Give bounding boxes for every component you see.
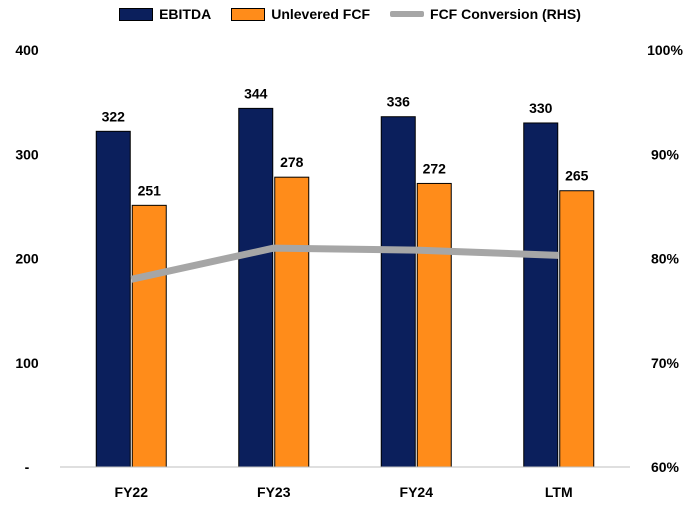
data-label-ebitda: 344 (244, 85, 268, 101)
chart-legend: EBITDA Unlevered FCF FCF Conversion (RHS… (0, 6, 700, 22)
x-tick-label: LTM (545, 484, 573, 500)
legend-label-ebitda: EBITDA (159, 6, 212, 22)
bar-ebitda (380, 116, 416, 468)
bar-unlevered-fcf (131, 204, 167, 468)
legend-label-unlevered-fcf: Unlevered FCF (271, 6, 371, 22)
line-fcf-conversion (130, 244, 559, 283)
legend-item-fcf-conversion: FCF Conversion (RHS) (390, 6, 581, 22)
data-label-unlevered-fcf: 272 (423, 160, 447, 176)
legend-label-fcf-conversion: FCF Conversion (RHS) (430, 6, 581, 22)
x-tick-label: FY23 (257, 484, 291, 500)
data-label-unlevered-fcf: 278 (280, 154, 304, 170)
bar-unlevered-fcf (274, 176, 310, 468)
bar-unlevered-fcf (416, 182, 452, 468)
bar-ebitda (238, 107, 274, 468)
data-label-unlevered-fcf: 251 (138, 182, 162, 198)
y-left-tick-label: 100 (15, 355, 39, 371)
bar-ebitda (523, 122, 559, 468)
legend-swatch-unlevered-fcf (231, 7, 266, 21)
y-right-tick-label: 60% (651, 459, 680, 475)
legend-item-ebitda: EBITDA (119, 6, 211, 22)
legend-swatch-fcf-conversion (390, 11, 425, 17)
y-right-tick-label: 100% (647, 42, 683, 58)
x-tick-label: FY24 (400, 484, 434, 500)
data-label-unlevered-fcf: 265 (565, 168, 589, 184)
bar-ebitda (95, 130, 131, 468)
y-left-tick-label: - (25, 459, 30, 475)
legend-item-unlevered-fcf: Unlevered FCF (231, 6, 370, 22)
legend-swatch-ebitda (119, 7, 154, 21)
y-right-tick-label: 70% (651, 355, 680, 371)
y-left-tick-label: 200 (15, 251, 39, 267)
x-tick-label: FY22 (115, 484, 149, 500)
bar-unlevered-fcf (559, 190, 595, 468)
y-right-tick-label: 90% (651, 146, 680, 162)
y-left-tick-label: 300 (15, 146, 39, 162)
y-left-tick-label: 400 (15, 42, 39, 58)
data-label-ebitda: 330 (529, 100, 553, 116)
data-label-ebitda: 336 (387, 94, 411, 110)
data-label-ebitda: 322 (102, 108, 126, 124)
y-right-tick-label: 80% (651, 251, 680, 267)
